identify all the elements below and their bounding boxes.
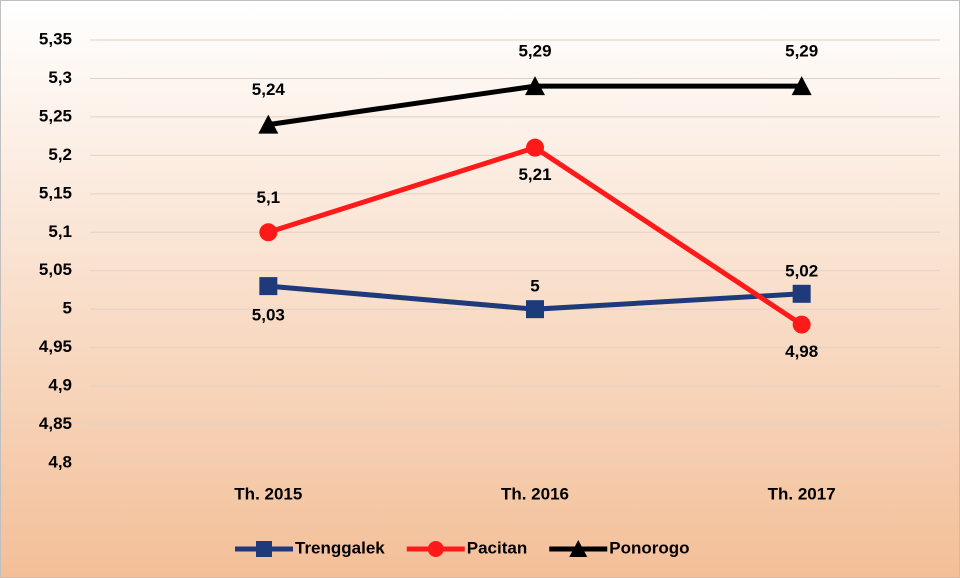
data-label: 5,24 [252,80,286,99]
marker [256,541,272,557]
y-tick-label: 5,2 [48,145,72,164]
y-tick-label: 5,15 [39,183,72,202]
data-label: 5,29 [785,42,818,61]
marker [526,300,544,319]
marker [258,114,279,134]
data-label: 5,1 [257,188,281,207]
x-tick-label: Th. 2016 [501,484,569,503]
y-tick-label: 4,8 [48,452,72,471]
data-label: 5,02 [785,261,818,280]
marker [791,76,812,96]
data-label: 5,29 [518,42,551,61]
legend-label: Ponorogo [609,538,689,557]
marker [569,540,588,557]
y-tick-label: 5,05 [39,260,72,279]
y-tick-label: 5,35 [39,29,72,48]
legend-label: Trenggalek [295,538,385,557]
data-label: 5 [530,277,539,296]
marker [525,76,545,96]
y-tick-label: 4,85 [39,414,72,433]
y-tick-label: 5,25 [39,106,72,125]
marker [427,541,444,557]
y-tick-label: 5,1 [48,222,72,241]
marker [526,138,544,157]
marker [259,277,278,296]
x-tick-label: Th. 2017 [768,484,836,503]
marker [792,284,811,303]
data-label: 5,03 [252,306,285,325]
data-label: 4,98 [785,342,818,361]
data-label: 5,21 [518,165,551,184]
marker [259,223,278,242]
y-tick-label: 4,95 [39,337,72,356]
x-tick-label: Th. 2015 [234,484,302,503]
legend-label: Pacitan [467,538,527,557]
marker [792,315,811,334]
y-tick-label: 5 [63,299,72,318]
y-tick-label: 4,9 [48,376,72,395]
y-tick-label: 5,3 [48,68,72,87]
